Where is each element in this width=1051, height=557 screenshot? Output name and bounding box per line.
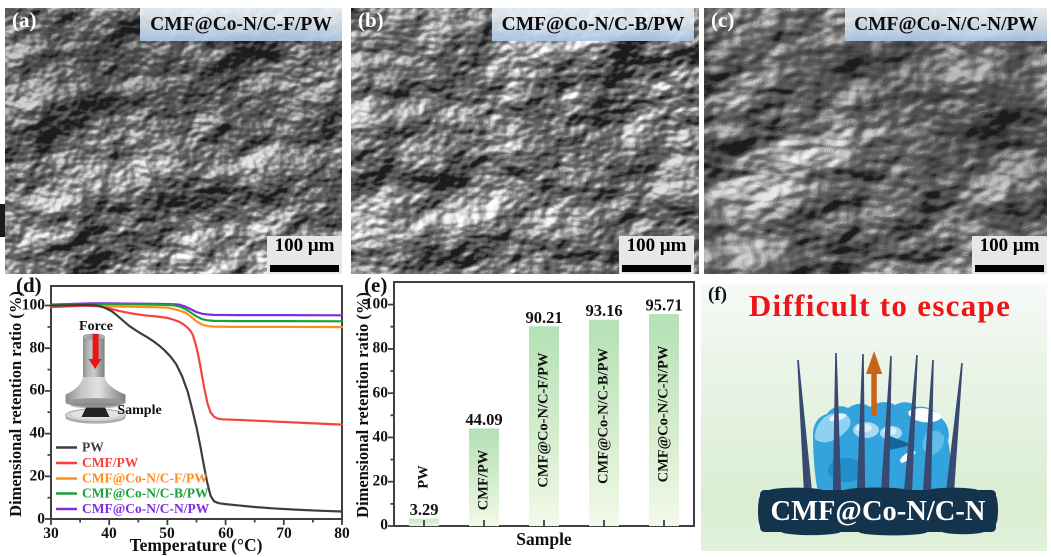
svg-text:CMF/PW: CMF/PW <box>475 449 491 510</box>
svg-text:40: 40 <box>30 425 46 442</box>
svg-text:100: 100 <box>365 296 389 313</box>
svg-text:CMF@Co-N/C-F/PW: CMF@Co-N/C-F/PW <box>535 352 551 488</box>
svg-text:Sample: Sample <box>516 529 572 549</box>
svg-text:0: 0 <box>37 511 45 528</box>
svg-text:30: 30 <box>43 525 59 542</box>
svg-text:CMF/PW: CMF/PW <box>82 455 139 470</box>
svg-text:3.29: 3.29 <box>410 500 439 519</box>
svg-text:CMF@Co-N/C-F/PW: CMF@Co-N/C-F/PW <box>82 471 208 486</box>
svg-text:Dimensional retention ratio (%: Dimensional retention ratio (%) <box>6 291 25 517</box>
svg-text:100: 100 <box>22 297 46 314</box>
svg-text:60: 60 <box>30 382 46 399</box>
svg-text:PW: PW <box>415 465 431 489</box>
svg-text:80: 80 <box>373 340 389 357</box>
svg-text:40: 40 <box>373 429 389 446</box>
svg-text:PW: PW <box>82 440 104 455</box>
svg-text:CMF@Co-N/C-B/PW: CMF@Co-N/C-B/PW <box>82 486 209 501</box>
svg-text:95.71: 95.71 <box>645 296 682 315</box>
svg-text:CMF@Co-N/C-N/PW: CMF@Co-N/C-N/PW <box>655 345 671 482</box>
svg-text:40: 40 <box>101 525 117 542</box>
svg-text:90.21: 90.21 <box>525 308 562 327</box>
svg-text:CMF@Co-N/C-N/PW: CMF@Co-N/C-N/PW <box>82 501 210 516</box>
svg-text:Dimensional retention ratio (%: Dimensional retention ratio (%) <box>353 292 372 518</box>
svg-text:20: 20 <box>30 468 46 485</box>
svg-text:50: 50 <box>159 525 175 542</box>
svg-text:70: 70 <box>276 525 292 542</box>
svg-text:80: 80 <box>334 525 350 542</box>
svg-text:0: 0 <box>380 517 388 534</box>
svg-text:80: 80 <box>30 340 46 357</box>
svg-text:60: 60 <box>218 525 234 542</box>
svg-text:(d): (d) <box>16 273 42 297</box>
svg-text:CMF@Co-N/C-N: CMF@Co-N/C-N <box>771 496 986 527</box>
svg-text:44.09: 44.09 <box>465 410 502 429</box>
svg-text:(e): (e) <box>364 273 387 297</box>
svg-text:93.16: 93.16 <box>585 301 622 320</box>
svg-text:Force: Force <box>79 319 113 334</box>
svg-text:20: 20 <box>373 473 389 490</box>
svg-text:Sample: Sample <box>117 403 161 418</box>
svg-text:60: 60 <box>373 385 389 402</box>
svg-text:CMF@Co-N/C-B/PW: CMF@Co-N/C-B/PW <box>595 348 611 484</box>
svg-text:Temperature (°C): Temperature (°C) <box>130 535 263 555</box>
